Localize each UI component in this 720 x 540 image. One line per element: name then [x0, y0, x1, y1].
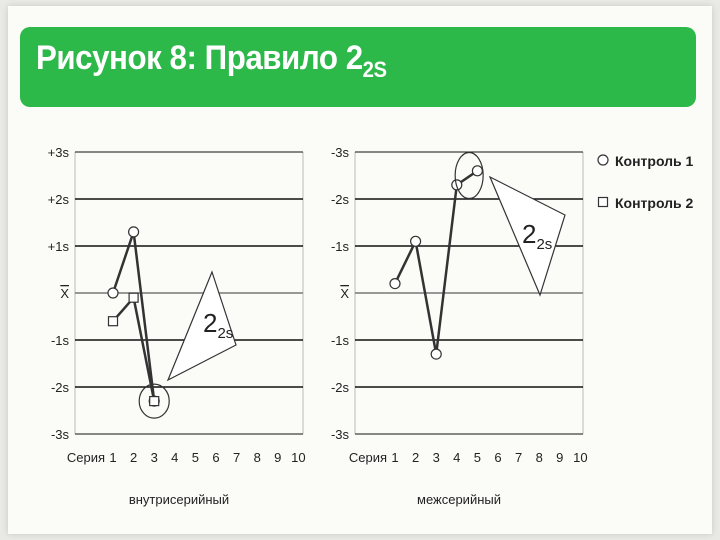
callout-label: 22s	[203, 308, 233, 342]
legend-label: Контроль 1	[615, 153, 694, 169]
data-point-circle	[471, 165, 483, 177]
y-tick-label: +2s	[48, 192, 70, 207]
data-point-square	[128, 292, 139, 303]
x-tick-label: 7	[233, 450, 240, 465]
callout-label: 22s	[522, 219, 552, 253]
data-point-circle	[128, 226, 140, 238]
y-tick-label: -2s	[51, 380, 70, 395]
y-tick-label: -2s	[331, 192, 350, 207]
x-tick-label: 2	[412, 450, 419, 465]
x-axis-prefix: Серия	[67, 450, 105, 465]
y-tick-label: -1s	[331, 239, 350, 254]
title-banner: Рисунок 8: Правило 22S	[20, 27, 696, 107]
data-point-circle	[389, 278, 401, 290]
x-tick-label: 6	[212, 450, 219, 465]
y-tick-label: -2s	[331, 380, 350, 395]
violation-highlight	[454, 151, 484, 200]
x-tick-label: 2	[130, 450, 137, 465]
legend-square-marker	[597, 196, 609, 208]
x-tick-label: 4	[453, 450, 460, 465]
x-tick-label: 9	[274, 450, 281, 465]
x-tick-label: 8	[536, 450, 543, 465]
x-tick-label: 4	[171, 450, 178, 465]
y-tick-label: X	[60, 286, 69, 301]
violation-highlight	[138, 383, 170, 419]
x-tick-label: 5	[192, 450, 199, 465]
x-tick-label: 8	[254, 450, 261, 465]
x-tick-label: 1	[109, 450, 116, 465]
y-tick-label: -1s	[331, 333, 350, 348]
callout-label-main: 2	[203, 308, 217, 338]
callout-label-main: 2	[522, 219, 536, 249]
y-tick-label: -3s	[331, 427, 350, 442]
y-tick-label: +3s	[48, 145, 70, 160]
legend-circle-marker	[597, 154, 609, 166]
x-tick-label: 9	[556, 450, 563, 465]
callout-label-sub: 2s	[536, 236, 552, 253]
y-tick-label: -3s	[51, 427, 70, 442]
x-tick-label: 5	[474, 450, 481, 465]
x-tick-label: 6	[494, 450, 501, 465]
x-tick-label: 3	[151, 450, 158, 465]
title-main: Рисунок 8: Правило 2	[36, 39, 363, 77]
x-axis-title: внутрисерийный	[129, 492, 229, 507]
legend-label: Контроль 2	[615, 195, 694, 211]
y-tick-label: -3s	[331, 145, 350, 160]
data-point-circle	[430, 348, 442, 360]
data-point-square	[149, 396, 160, 407]
x-tick-label: 1	[391, 450, 398, 465]
callout-triangle	[488, 175, 566, 297]
data-point-square	[107, 316, 119, 327]
x-axis-prefix: Серия	[349, 450, 387, 465]
x-tick-label: 7	[515, 450, 522, 465]
page-title: Рисунок 8: Правило 22S	[36, 39, 387, 83]
x-tick-label: 10	[291, 450, 305, 465]
data-point-circle	[107, 287, 119, 299]
x-tick-label: 3	[433, 450, 440, 465]
data-point-circle	[410, 235, 422, 247]
title-subscript: 2S	[362, 57, 387, 82]
x-tick-label: 10	[573, 450, 587, 465]
x-axis-title: межсерийный	[417, 492, 501, 507]
y-tick-label: X	[340, 286, 349, 301]
legend: Контроль 1 Контроль 2	[597, 153, 694, 211]
y-tick-label: +1s	[48, 239, 70, 254]
callout-label-sub: 2s	[217, 325, 233, 342]
y-tick-label: -1s	[51, 333, 70, 348]
callout-triangle	[166, 270, 237, 382]
